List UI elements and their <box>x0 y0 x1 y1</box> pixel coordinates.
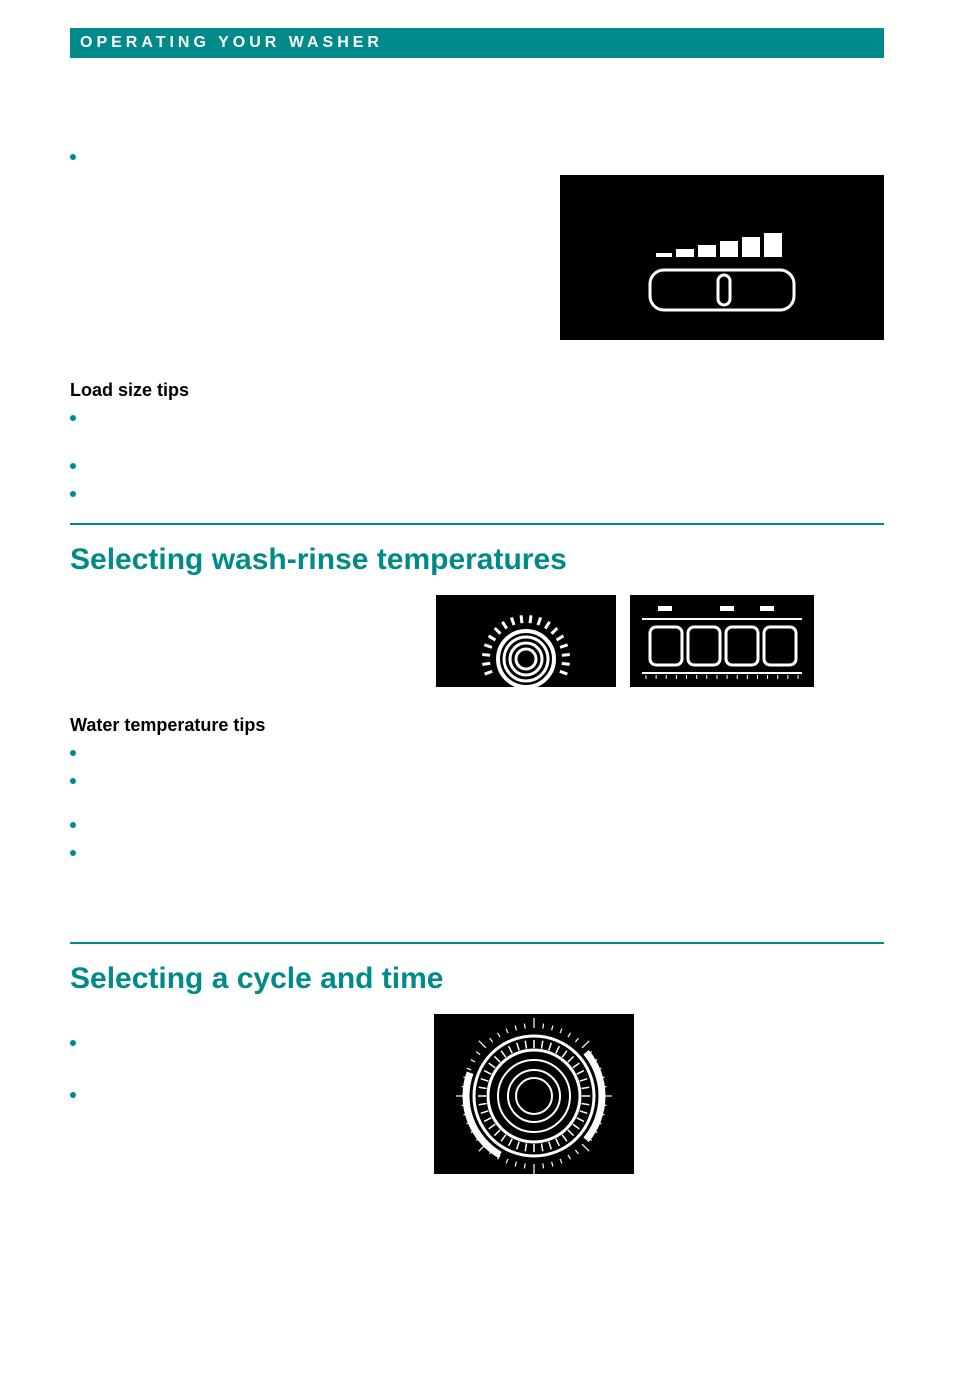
loadsize-tip-1 <box>70 409 884 421</box>
temperature-illustration-row <box>70 595 884 695</box>
divider <box>70 942 884 944</box>
bullet-text <box>90 485 830 497</box>
bullet-text <box>90 816 830 828</box>
cycle-bullet-1 <box>70 1034 450 1046</box>
bullet-icon <box>70 154 76 160</box>
bullet-icon <box>70 778 76 784</box>
bullet-icon <box>70 850 76 856</box>
cycle-dial-illustration <box>434 1014 634 1174</box>
temperature-tips-heading: Water temperature tips <box>70 715 884 736</box>
temp-tip-1 <box>70 744 884 756</box>
section-cycle: Selecting a cycle and time <box>70 962 884 1184</box>
bullet-text <box>90 844 830 856</box>
bullet-text <box>90 457 830 469</box>
bullet-text <box>90 744 830 756</box>
bullet-icon <box>70 822 76 828</box>
temp-tip-4 <box>70 844 884 856</box>
bullet-icon <box>70 463 76 469</box>
loadsize-intro-bullet <box>70 148 884 160</box>
bullet-icon <box>70 1092 76 1098</box>
section-temperature: Selecting wash-rinse temperatures Water … <box>70 543 884 916</box>
temperature-buttons-illustration <box>630 595 814 687</box>
bullet-text <box>90 772 830 784</box>
bullet-icon <box>70 1040 76 1046</box>
temp-tip-2 <box>70 772 884 784</box>
temperature-section-title: Selecting wash-rinse temperatures <box>70 543 884 577</box>
temperature-dial-illustration <box>436 595 616 687</box>
bullet-text <box>90 409 830 421</box>
bullet-icon <box>70 491 76 497</box>
cycle-bullet-2 <box>70 1086 450 1098</box>
bullet-icon <box>70 750 76 756</box>
section-header-bar: OPERATING YOUR WASHER <box>70 28 884 58</box>
divider <box>70 523 884 525</box>
loadsize-tip-2 <box>70 457 884 469</box>
load-size-slider-illustration <box>560 175 884 340</box>
bullet-icon <box>70 415 76 421</box>
loadsize-tip-3 <box>70 485 884 497</box>
loadsize-tips-heading: Load size tips <box>70 380 884 401</box>
cycle-section-title: Selecting a cycle and time <box>70 962 884 996</box>
temp-tip-3 <box>70 816 884 828</box>
